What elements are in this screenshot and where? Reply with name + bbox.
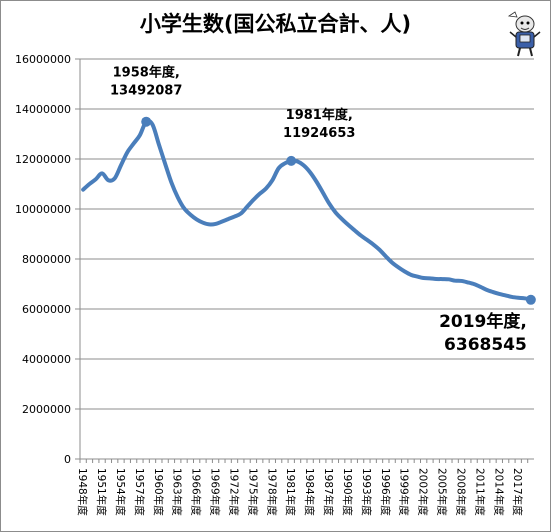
x-axis-ticks: 1948年度 1951年度 1954年度 1957年度 1960年度 1963年度 1966… [76,459,529,516]
annotation-label-2-line2: 6368545 [444,335,527,355]
x-tick-label-22: 2014年度 [492,468,505,516]
x-tick-label-1: 1951年度 [95,468,108,516]
annotation-label-1-line2: 11924653 [283,126,355,141]
y-tick-label-5: 10000000 [15,203,71,216]
series-line-group [81,118,533,302]
y-tick-label-8: 16000000 [15,53,71,66]
series-line-0 [81,118,533,302]
x-tick-label-18: 2002年度 [417,468,430,516]
annotated-point-1 [286,155,297,166]
y-tick-label-2: 4000000 [22,353,71,366]
x-tick-label-14: 1990年度 [341,468,354,516]
x-tick-label-20: 2008年度 [454,468,467,516]
x-tick-label-16: 1996年度 [379,468,392,516]
y-tick-label-6: 12000000 [15,153,71,166]
y-tick-label-1: 2000000 [22,403,71,416]
x-tick-label-3: 1957年度 [133,468,146,516]
annotation-label-2-line1: 2019年度, [439,311,527,332]
x-tick-label-10: 1978年度 [265,468,278,516]
annotated-point-0 [141,116,152,127]
x-tick-label-23: 2017年度 [511,468,524,516]
x-tick-label-13: 1987年度 [322,468,335,516]
x-tick-label-6: 1966年度 [190,468,203,516]
grid-lines [80,58,534,410]
x-tick-label-2: 1954年度 [114,468,127,516]
x-tick-label-11: 1981年度 [284,468,297,516]
y-tick-label-0: 0 [64,453,71,466]
x-tick-label-15: 1993年度 [360,468,373,516]
annotation-label-0-line2: 13492087 [110,84,182,99]
chart-title: 小学生数(国公私立合計、人) [139,12,412,36]
annotated-point-2 [525,294,536,305]
annotation-label-0-line1: 1958年度, [113,65,180,81]
x-tick-label-5: 1963年度 [171,468,184,516]
x-tick-label-4: 1960年度 [152,468,165,516]
y-tick-label-4: 8000000 [22,253,71,266]
x-tick-label-17: 1999年度 [398,468,411,516]
x-tick-label-21: 2011年度 [473,468,486,516]
x-tick-label-9: 1975年度 [246,468,259,516]
y-tick-label-3: 6000000 [22,303,71,316]
annotations: 1958年度, 13492087 1981年度, 11924653 2019年度, 636… [110,65,536,355]
x-tick-label-0: 1948年度 [76,468,89,516]
annotation-label-1-line1: 1981年度, [286,107,353,123]
x-tick-label-8: 1972年度 [227,468,240,516]
x-tick-label-12: 1984年度 [303,468,316,516]
mascot-icon [507,11,541,57]
x-tick-label-19: 2005年度 [436,468,449,516]
x-tick-label-7: 1969年度 [209,468,222,516]
y-tick-label-7: 14000000 [15,103,71,116]
y-axis-ticks: 0 2000000 4000000 6000000 8000000 10000000 120… [15,53,80,466]
